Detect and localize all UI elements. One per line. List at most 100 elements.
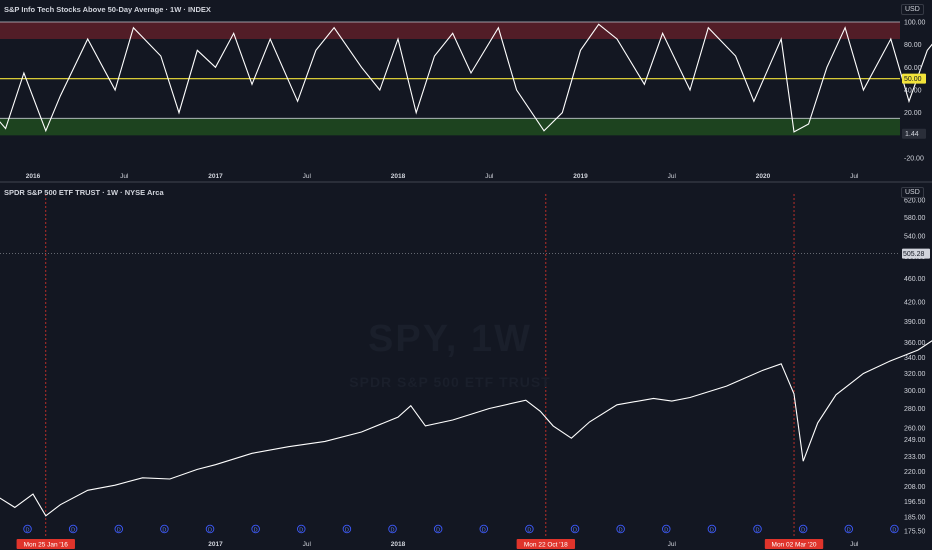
- dividend-marker[interactable]: D: [342, 524, 352, 533]
- year-axis-label: Jul: [303, 173, 312, 180]
- dividend-marker-circle: [251, 524, 260, 534]
- top-axis-tick-label: 60.00: [904, 65, 922, 72]
- dividend-marker[interactable]: D: [114, 524, 124, 533]
- top-axis-tick-label: 100.00: [904, 20, 926, 27]
- year-axis-label: Jul: [120, 173, 129, 180]
- signal-date-label: Mon 02 Mar '20: [772, 542, 817, 549]
- dividend-marker-text: D: [847, 527, 851, 533]
- dividend-marker[interactable]: D: [662, 524, 671, 534]
- year-axis-label: 2016: [26, 173, 41, 180]
- year-axis-label: 2018: [391, 173, 406, 180]
- last-value-badge: [902, 128, 926, 139]
- bottom-pane: 620.00580.00540.00500.00460.00420.00390.…: [0, 194, 932, 549]
- dividend-marker-circle: [205, 524, 215, 534]
- signal-date-label: Mon 25 Jan '16: [24, 542, 69, 549]
- overbought-zone: [0, 22, 900, 39]
- top-pane: 100.00 80.00 60.00 40.00 20.00 -20.00 50.00 1.4…: [0, 20, 932, 180]
- signal-lines: [45, 194, 795, 538]
- dividend-marker[interactable]: D: [753, 524, 762, 533]
- bottom-axis-tick-label: 390.00: [904, 319, 926, 326]
- dividend-marker-circle: [388, 524, 397, 534]
- dividend-marker-circle: [525, 524, 534, 534]
- dividend-marker-text: D: [482, 527, 486, 533]
- bottom-axis-tick-label: 260.00: [904, 425, 926, 432]
- dividend-marker-circle: [662, 524, 671, 534]
- oversold-zone: [0, 118, 900, 136]
- dividend-marker[interactable]: D: [433, 524, 443, 534]
- year-axis-label: 2020: [756, 173, 771, 180]
- bottom-axis-tick-label: 320.00: [904, 371, 926, 378]
- dividend-marker-circle: [297, 524, 306, 534]
- dividend-marker-text: D: [801, 527, 805, 533]
- bottom-axis-tick-label: 580.00: [904, 215, 926, 222]
- dividend-marker-text: D: [208, 527, 212, 533]
- dividend-marker-circle: [433, 524, 443, 534]
- fifty-level-badge-text: 50.00: [904, 76, 922, 83]
- dividend-marker[interactable]: D: [798, 524, 808, 534]
- top-price-axis: 100.00 80.00 60.00 40.00 20.00 -20.00 50.00 1.4…: [902, 20, 926, 163]
- top-currency-badge[interactable]: USD: [901, 4, 924, 15]
- dividend-markers[interactable]: DDDDDDDDDDDDDDDDDDDDDDDDDDDDDDDDDDDDDDD: [0, 524, 932, 534]
- dividend-marker-text: D: [756, 527, 760, 533]
- bottom-axis-tick-label: 233.00: [904, 454, 926, 461]
- signal-date-badge: [16, 539, 75, 549]
- dividend-marker[interactable]: D: [616, 524, 625, 534]
- bottom-axis-tick-label: 540.00: [904, 234, 926, 241]
- dividend-marker[interactable]: D: [297, 524, 306, 534]
- year-axis-label: Jul: [668, 173, 677, 180]
- year-axis-label: 2019: [573, 173, 588, 180]
- dividend-marker-text: D: [345, 527, 349, 533]
- dividend-marker-text: D: [436, 527, 440, 533]
- dividend-marker[interactable]: D: [890, 524, 899, 533]
- dividend-marker-circle: [616, 524, 625, 534]
- fifty-level-badge: [902, 73, 926, 84]
- bottom-axis-tick-label: 185.00: [904, 515, 926, 522]
- dividend-marker[interactable]: D: [479, 524, 489, 533]
- bottom-axis-tick-label: 220.00: [904, 469, 926, 476]
- bottom-axis-tick-label: 249.00: [904, 437, 926, 444]
- bottom-currency-badge[interactable]: USD: [901, 187, 924, 198]
- dividend-marker-circle: [798, 524, 808, 534]
- dividend-marker-text: D: [664, 527, 668, 533]
- year-axis-label: 2017: [208, 173, 223, 180]
- dividend-marker[interactable]: D: [68, 524, 78, 534]
- dividend-marker[interactable]: D: [707, 524, 717, 534]
- dividend-marker-text: D: [299, 527, 303, 533]
- bottom-axis-tick-label: 360.00: [904, 340, 926, 347]
- signal-date-label: Mon 22 Oct '18: [524, 542, 568, 549]
- dividend-marker-text: D: [26, 527, 30, 533]
- top-axis-tick-label: 80.00: [904, 42, 922, 49]
- dividend-marker[interactable]: D: [388, 524, 397, 534]
- dividend-marker[interactable]: D: [525, 524, 534, 534]
- signal-date-badge: [516, 539, 576, 549]
- dividend-marker-text: D: [619, 527, 623, 533]
- dividend-marker[interactable]: D: [570, 524, 580, 533]
- signal-date-badge: [764, 539, 824, 549]
- top-axis-tick-label: -20.00: [904, 156, 924, 163]
- dividend-marker-text: D: [391, 527, 395, 533]
- bottom-axis-tick-label: 300.00: [904, 388, 926, 395]
- dividend-marker[interactable]: D: [23, 524, 32, 534]
- bottom-axis-tick-label: 620.00: [904, 198, 926, 205]
- top-axis-tick-label: 20.00: [904, 110, 922, 117]
- dividend-marker[interactable]: D: [251, 524, 260, 534]
- last-value-badge-text: 1.44: [905, 131, 919, 138]
- year-axis: 2016Jul2017Jul2018Jul2019Jul2020Jul2021J…: [26, 173, 859, 180]
- dividend-marker-circle: [707, 524, 717, 534]
- dividend-marker-text: D: [710, 527, 714, 533]
- dividend-marker[interactable]: D: [160, 524, 169, 533]
- dividend-marker-circle: [844, 524, 854, 534]
- dividend-marker[interactable]: D: [844, 524, 854, 534]
- top-pane-title[interactable]: S&P Info Tech Stocks Above 50-Day Averag…: [4, 5, 211, 14]
- bottom-pane-title[interactable]: SPDR S&P 500 ETF TRUST · 1W · NYSE Arca: [4, 188, 164, 197]
- bottom-axis-tick-label: 460.00: [904, 276, 926, 283]
- time-axis-label: 2017: [208, 541, 223, 548]
- dividend-marker-text: D: [117, 527, 121, 533]
- dividend-marker-circle: [23, 524, 32, 534]
- last-price-badge-text: 505.28: [903, 251, 925, 258]
- dividend-marker-circle: [68, 524, 78, 534]
- time-axis-label: Jul: [850, 541, 859, 548]
- dividend-marker[interactable]: D: [205, 524, 215, 534]
- year-axis-label: Jul: [850, 173, 859, 180]
